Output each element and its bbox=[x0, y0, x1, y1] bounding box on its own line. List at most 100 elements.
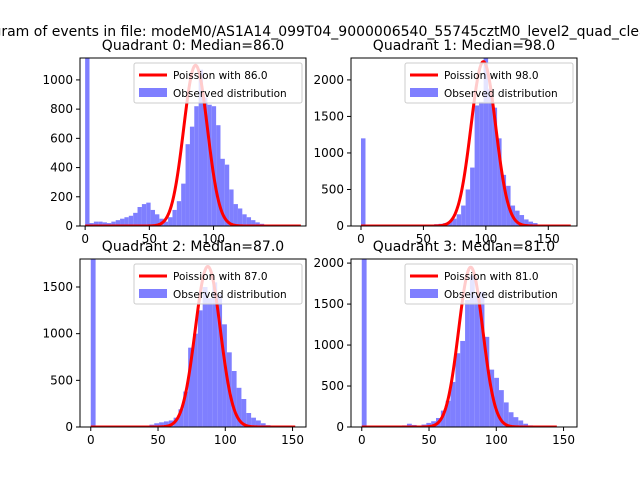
histogram-bar bbox=[524, 219, 529, 226]
legend-hist-swatch bbox=[410, 88, 438, 97]
y-tick-label: 0 bbox=[336, 219, 344, 233]
histogram-bar bbox=[508, 412, 514, 427]
histogram-bar bbox=[181, 183, 186, 226]
histogram-bar bbox=[172, 209, 177, 226]
x-tick-label: 150 bbox=[537, 232, 560, 246]
subplot-title: Quadrant 2: Median=87.0 bbox=[102, 239, 284, 255]
x-tick-label: 0 bbox=[357, 232, 365, 246]
y-tick-label: 0 bbox=[65, 219, 73, 233]
x-tick-label: 0 bbox=[358, 433, 366, 447]
x-tick-label: 100 bbox=[202, 232, 225, 246]
histogram-bar bbox=[474, 295, 480, 427]
histogram-bar bbox=[465, 189, 471, 226]
x-tick-label: 0 bbox=[87, 433, 95, 447]
histogram-bar bbox=[159, 422, 164, 427]
legend-hist-swatch bbox=[139, 88, 167, 97]
histogram-bar bbox=[111, 221, 116, 226]
x-tick-label: 100 bbox=[485, 433, 508, 447]
histogram-bar bbox=[188, 347, 193, 427]
subplot-title: Quadrant 1: Median=98.0 bbox=[373, 38, 555, 54]
figure-suptitle: Histogram of events in file: modeM0/AS1A… bbox=[0, 24, 640, 40]
histogram-bar bbox=[185, 144, 190, 226]
x-tick-label: 50 bbox=[416, 232, 431, 246]
histogram-bar bbox=[251, 220, 256, 226]
histogram-bar bbox=[237, 208, 243, 226]
y-tick-label: 1000 bbox=[313, 338, 344, 352]
histogram-bar bbox=[212, 282, 218, 427]
x-tick-label: 50 bbox=[150, 433, 165, 447]
x-tick-label: 0 bbox=[81, 232, 89, 246]
legend-fit-label: Poission with 98.0 bbox=[444, 70, 539, 82]
plot-area bbox=[360, 58, 572, 226]
plot-area bbox=[89, 259, 297, 427]
histogram-bar bbox=[251, 417, 256, 427]
histogram-bar bbox=[483, 58, 489, 226]
histogram-bar bbox=[85, 58, 90, 226]
histogram-bar bbox=[479, 291, 485, 427]
y-tick-label: 1000 bbox=[42, 73, 73, 87]
histogram-bar bbox=[102, 222, 107, 226]
histogram-bar bbox=[246, 217, 252, 226]
legend-box bbox=[404, 62, 574, 104]
y-tick-label: 800 bbox=[50, 102, 73, 116]
y-tick-label: 200 bbox=[50, 190, 73, 204]
axes-frame bbox=[350, 57, 578, 227]
y-tick-label: 0 bbox=[65, 420, 73, 434]
y-tick-label: 2000 bbox=[313, 73, 344, 87]
y-tick-label: 1000 bbox=[42, 327, 73, 341]
histogram-bar bbox=[163, 221, 169, 226]
legend: Poission with 81.0 Observed distribution bbox=[404, 263, 574, 305]
histogram-bar bbox=[497, 138, 502, 226]
histogram-bar bbox=[115, 220, 121, 226]
histogram-bar bbox=[519, 215, 525, 226]
histogram-bar bbox=[523, 423, 529, 427]
histogram-bar bbox=[168, 217, 173, 226]
legend-hist-swatch bbox=[410, 289, 438, 298]
y-tick-label: 500 bbox=[321, 379, 344, 393]
histogram-bar bbox=[474, 105, 480, 226]
histogram-bar bbox=[220, 158, 225, 226]
legend-hist-swatch bbox=[139, 289, 167, 298]
histogram-bar bbox=[120, 218, 125, 226]
histogram-bar bbox=[488, 88, 493, 226]
histogram-bar bbox=[246, 413, 252, 427]
histogram-bar bbox=[503, 402, 509, 427]
x-tick-label: 100 bbox=[214, 433, 237, 447]
histogram-bar bbox=[528, 221, 534, 226]
histogram-bar bbox=[360, 138, 366, 226]
x-tick-label: 50 bbox=[142, 232, 157, 246]
histogram-bar bbox=[361, 259, 367, 427]
legend-box bbox=[404, 263, 574, 305]
histogram-bar bbox=[447, 221, 453, 226]
y-tick-label: 400 bbox=[50, 161, 73, 175]
y-tick-label: 1500 bbox=[313, 297, 344, 311]
legend-fit-label: Poission with 81.0 bbox=[444, 271, 539, 283]
histogram-bar bbox=[501, 174, 507, 226]
histogram-bar bbox=[255, 222, 260, 226]
histogram-bar bbox=[440, 410, 446, 427]
y-tick-label: 0 bbox=[336, 420, 344, 434]
histogram-bar bbox=[236, 387, 242, 427]
histogram-bar bbox=[146, 202, 151, 226]
subplot-title: Quadrant 0: Median=86.0 bbox=[102, 38, 284, 54]
histogram-bar bbox=[484, 336, 490, 427]
histogram-bar bbox=[176, 201, 182, 226]
histogram-bar bbox=[90, 259, 96, 427]
histogram-bar bbox=[216, 125, 221, 226]
axes-frame bbox=[79, 258, 307, 428]
legend: Poission with 98.0 Observed distribution bbox=[404, 62, 574, 104]
histogram-bar bbox=[518, 420, 524, 427]
y-tick-label: 500 bbox=[50, 373, 73, 387]
histogram-bar bbox=[494, 377, 499, 427]
histogram-bar bbox=[137, 207, 142, 226]
histogram-bar bbox=[456, 214, 462, 226]
histogram-bar bbox=[260, 423, 266, 427]
histogram-bar bbox=[197, 310, 203, 427]
legend-hist-label: Observed distribution bbox=[173, 88, 287, 100]
y-tick-label: 1000 bbox=[313, 146, 344, 160]
